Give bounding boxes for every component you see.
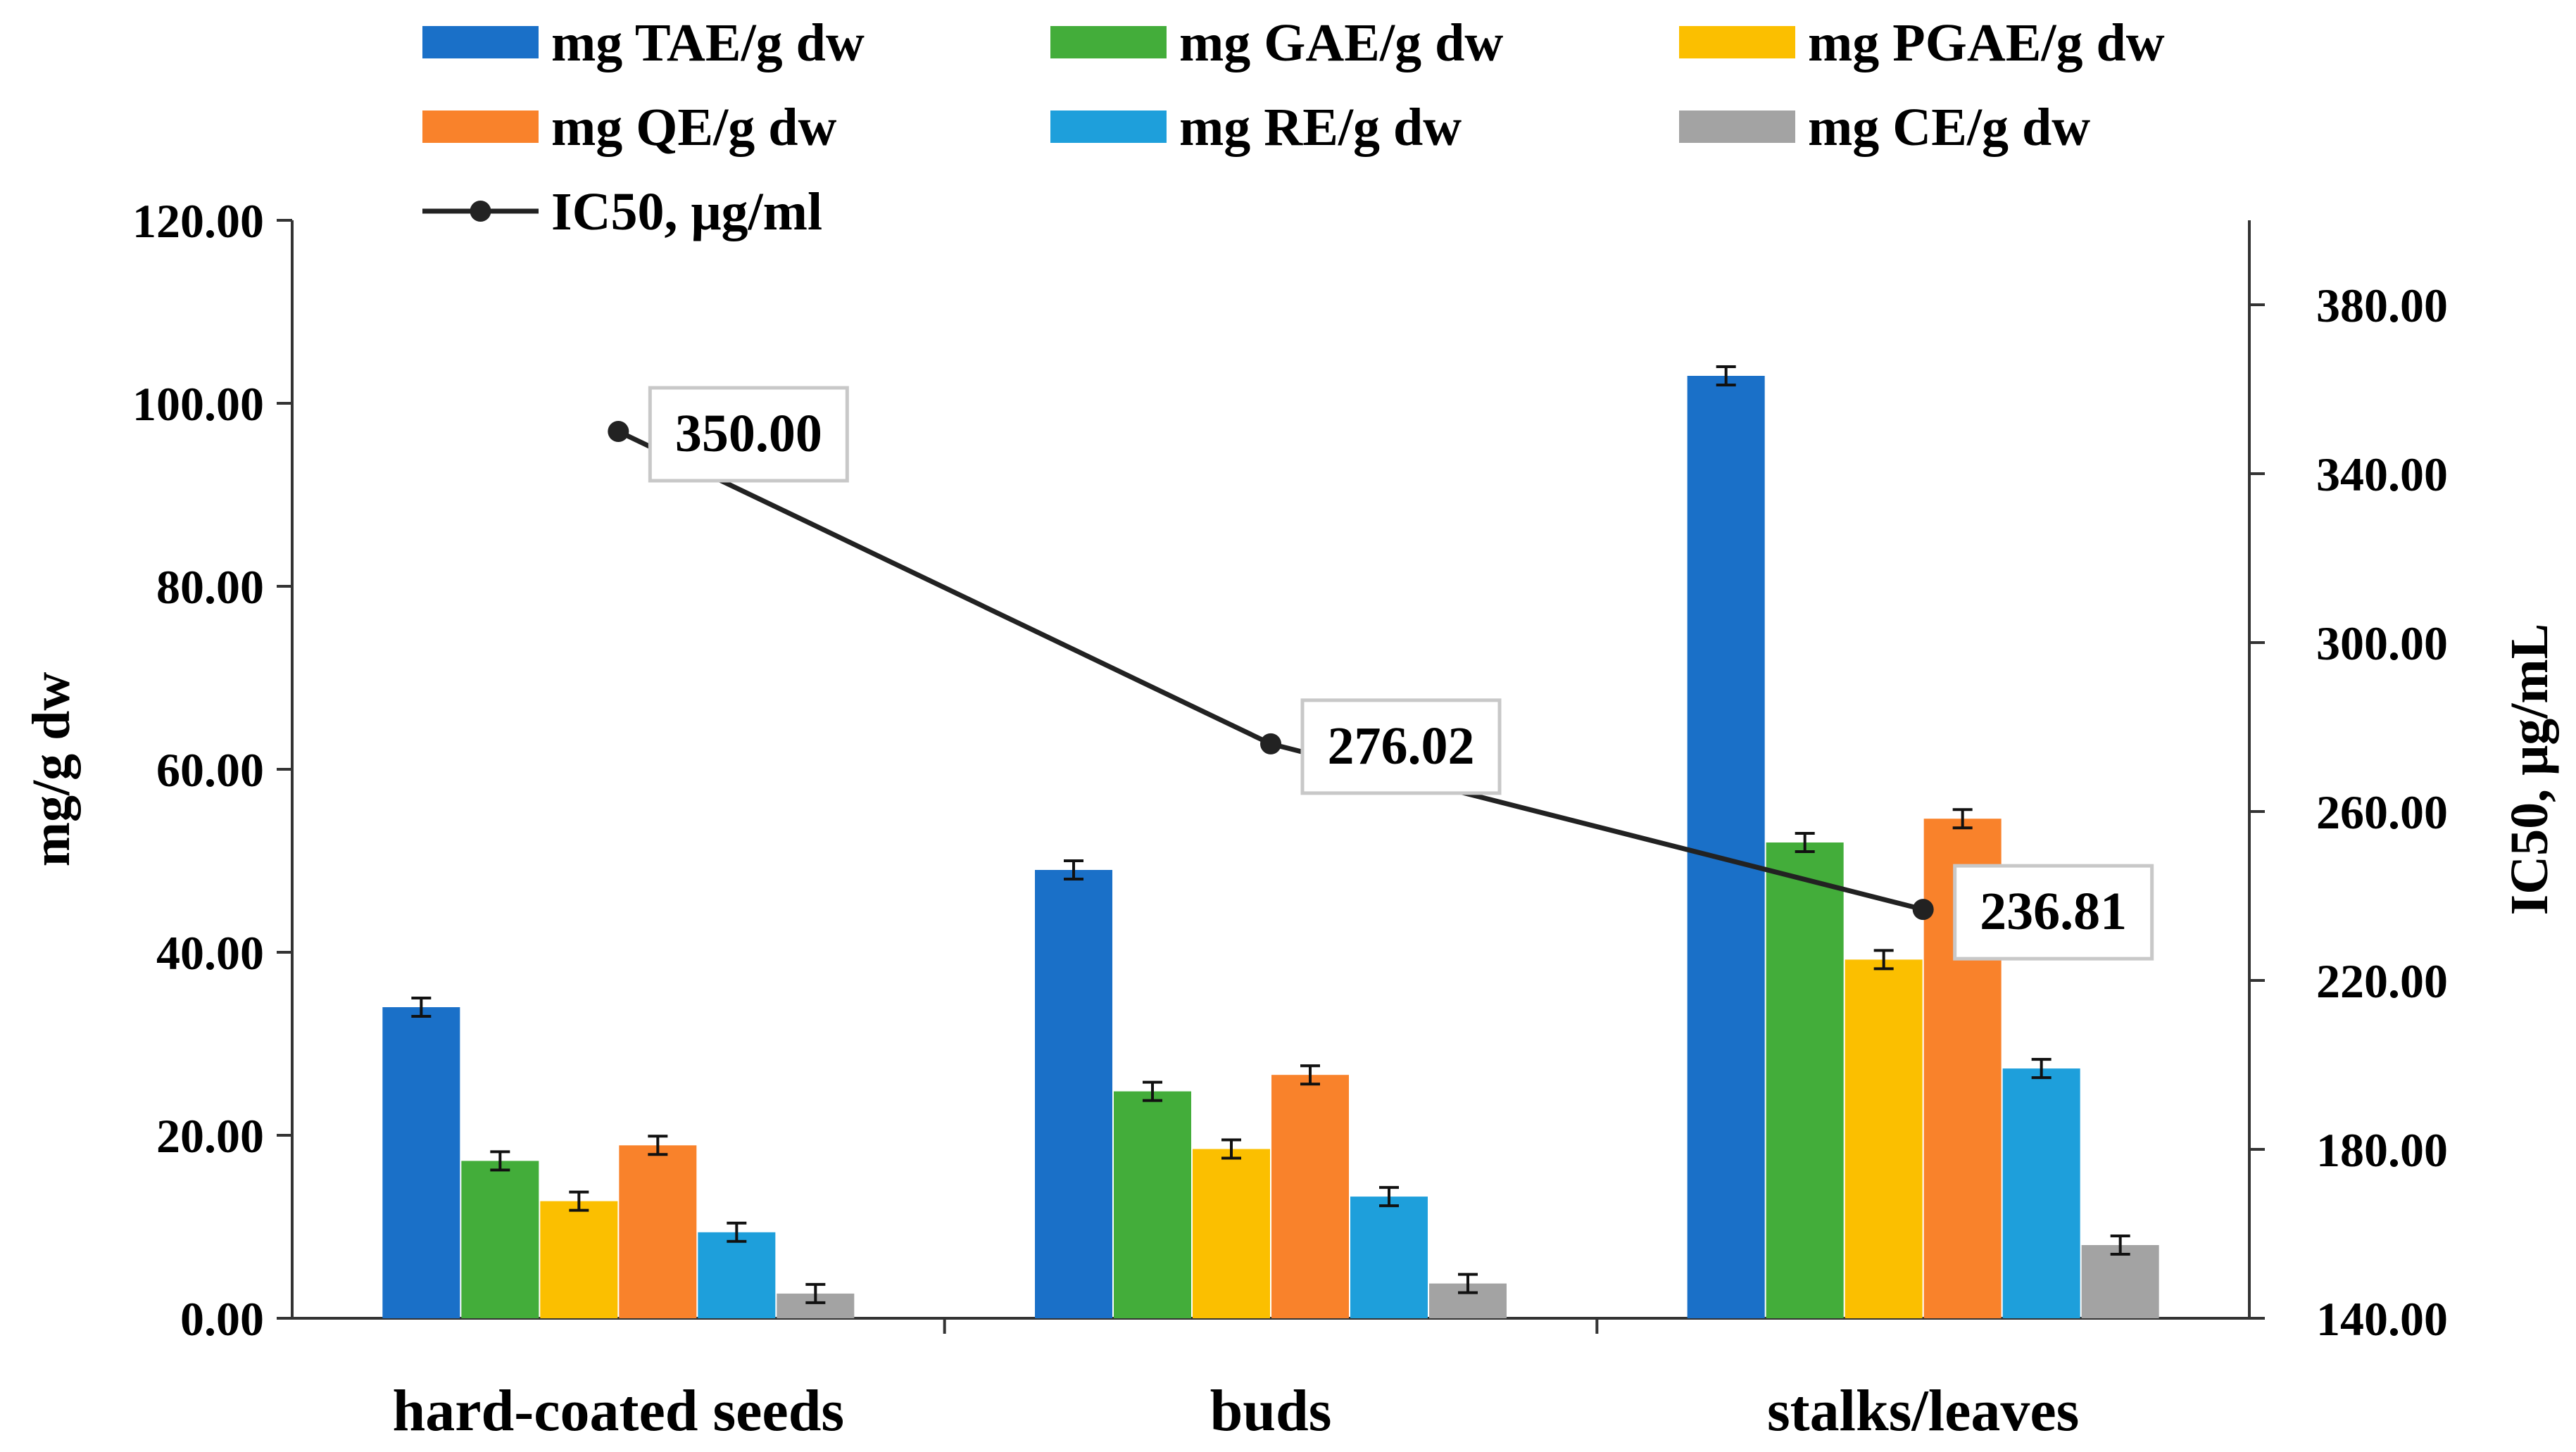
y-tick-label: 120.00 [132,194,264,248]
x-tick-label: buds [1210,1378,1332,1444]
y-tick-label: 40.00 [156,926,264,980]
y-tick-label: 60.00 [156,743,264,797]
ic50-data-label: 236.81 [1980,882,2127,941]
legend-swatch [1679,111,1795,143]
ic50-point [1260,733,1281,755]
bar [1193,1149,1270,1318]
bar [1271,1075,1349,1318]
x-tick-label: stalks/leaves [1767,1378,2079,1444]
y-tick-label: 20.00 [156,1109,264,1163]
y2-axis-title: IC50, μg/mL [2500,624,2559,916]
bar [619,1145,697,1318]
legend-label: IC50, μg/ml [551,182,822,241]
bar [461,1161,539,1318]
y2-tick-label: 140.00 [2316,1292,2448,1346]
y-tick-label: 100.00 [132,377,264,431]
axes-group: 0.00 20.00 40.00 60.00 80.00 100.00 120.00 140.… [22,194,2559,1444]
legend-label: mg GAE/g dw [1179,13,1503,72]
y2-tick-label: 300.00 [2316,617,2448,670]
bar [1845,959,1923,1318]
legend-swatch [1679,26,1795,58]
y2-tick-label: 220.00 [2316,954,2448,1008]
y2-tick-label: 260.00 [2316,785,2448,839]
legend-label: mg CE/g dw [1808,98,2090,157]
legend-label: mg PGAE/g dw [1808,13,2165,72]
ic50-data-label: 350.00 [675,404,822,463]
bar [2002,1068,2080,1318]
ic50-line-group: 350.00 276.02 236.81 [608,386,2154,961]
ic50-data-label: 276.02 [1328,716,1475,776]
legend-swatch [1050,111,1167,143]
bar [382,1007,460,1318]
legend-swatch [422,26,539,58]
legend-swatch [1050,26,1167,58]
y-tick-label: 0.00 [180,1292,264,1346]
y2-tick-label: 380.00 [2316,279,2448,332]
ic50-data-label-box [1953,864,2154,961]
legend: mg TAE/g dw mg GAE/g dw mg PGAE/g dw mg QE/… [422,13,2165,241]
bar [698,1232,776,1318]
bar [540,1201,618,1318]
ic50-point [608,421,629,442]
bar [1766,842,1844,1318]
ic50-data-label-box [648,386,849,483]
bar [1035,870,1112,1318]
legend-line-marker [470,201,491,222]
bar [1687,376,1765,1318]
bars-group [382,365,2159,1318]
bar [1114,1091,1191,1318]
y-tick-label: 80.00 [156,560,264,614]
bar [2081,1245,2159,1318]
x-tick-label: hard-coated seeds [393,1378,845,1444]
legend-label: mg TAE/g dw [551,13,865,72]
y-axis-title: mg/g dw [22,672,81,867]
legend-label: mg QE/g dw [551,98,836,157]
legend-swatch [422,111,539,143]
bar [1350,1197,1428,1318]
legend-label: mg RE/g dw [1179,98,1462,157]
ic50-data-label-box [1300,698,1502,795]
ic50-point [1912,899,1934,921]
y2-tick-label: 180.00 [2316,1123,2448,1177]
y2-tick-label: 340.00 [2316,448,2448,501]
